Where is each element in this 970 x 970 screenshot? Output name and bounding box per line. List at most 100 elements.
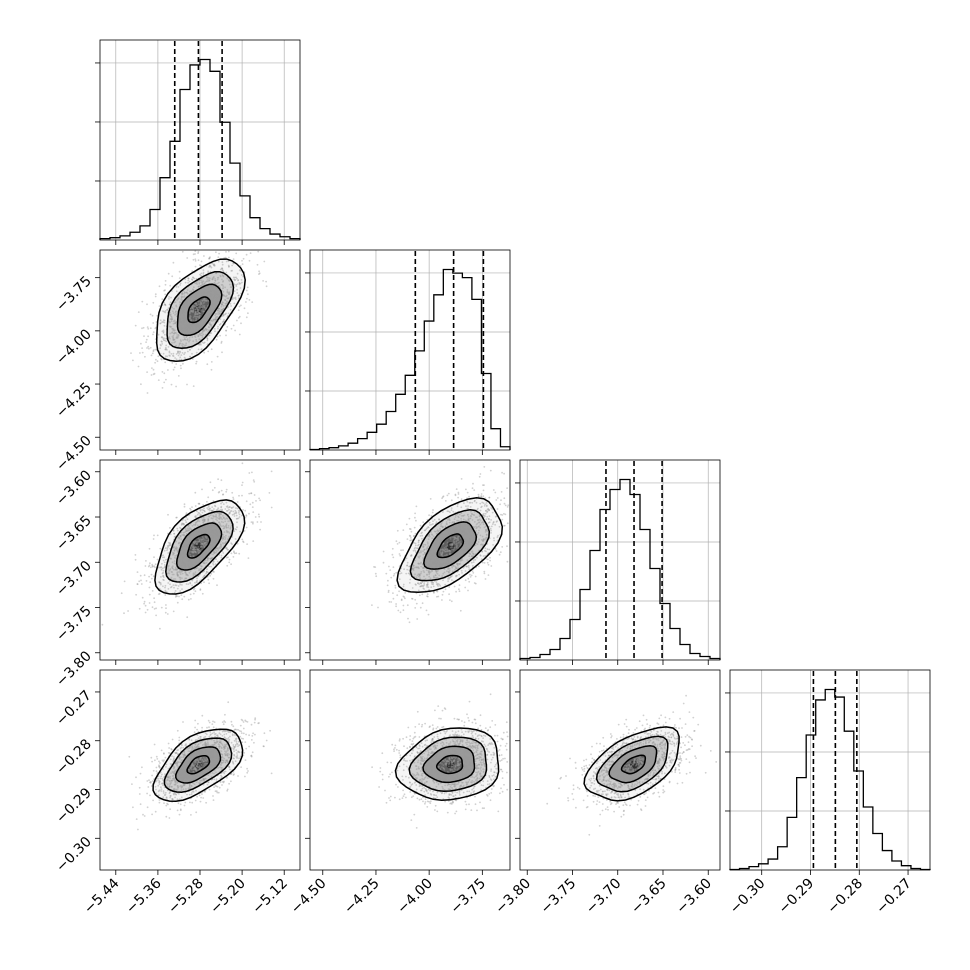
- sample-point: [186, 257, 189, 259]
- sample-point: [242, 257, 245, 260]
- sample-point: [198, 294, 201, 297]
- sample-point: [179, 282, 182, 285]
- sample-point: [198, 315, 201, 318]
- sample-point: [198, 530, 201, 533]
- sample-point: [225, 547, 228, 550]
- sample-point: [223, 295, 226, 297]
- sample-point: [190, 562, 192, 565]
- sample-point: [179, 590, 182, 592]
- sample-point: [423, 582, 426, 585]
- sample-point: [236, 542, 239, 545]
- sample-point: [180, 756, 183, 759]
- sample-point: [190, 509, 192, 511]
- sample-point: [465, 542, 467, 545]
- sample-point: [167, 346, 170, 348]
- sample-point: [428, 570, 431, 573]
- sample-point: [200, 565, 203, 568]
- sample-point: [233, 302, 236, 305]
- sample-point: [410, 530, 413, 533]
- sample-point: [216, 293, 219, 296]
- sample-point: [226, 776, 228, 779]
- sample-point: [175, 313, 178, 315]
- sample-point: [176, 595, 179, 598]
- sample-point: [446, 494, 449, 497]
- sample-point: [200, 272, 203, 275]
- sample-point: [450, 561, 453, 564]
- sample-point: [170, 320, 173, 323]
- sample-point: [172, 329, 175, 332]
- sample-point: [212, 289, 215, 292]
- sample-point: [187, 563, 189, 566]
- sample-point: [162, 569, 165, 572]
- sample-point: [192, 286, 195, 289]
- sample-point: [179, 351, 182, 354]
- sample-point: [182, 302, 185, 305]
- sample-point: [217, 766, 220, 769]
- sample-point: [212, 509, 214, 512]
- sample-point: [442, 590, 445, 593]
- sample-point: [190, 534, 193, 536]
- sample-point: [406, 564, 409, 567]
- sample-point: [182, 345, 184, 348]
- sample-point: [200, 310, 203, 313]
- sample-point: [434, 569, 437, 572]
- sample-point: [205, 539, 208, 542]
- sample-point: [182, 523, 185, 525]
- sample-point: [253, 480, 256, 483]
- sample-point: [159, 347, 162, 350]
- sample-point: [172, 334, 175, 337]
- sample-point: [202, 317, 205, 320]
- sample-point: [194, 561, 197, 563]
- sample-point: [201, 528, 204, 531]
- sample-point: [206, 547, 209, 550]
- sample-point: [220, 750, 223, 753]
- sample-point: [213, 743, 216, 746]
- sample-point: [456, 525, 459, 528]
- sample-point: [147, 786, 150, 788]
- sample-point: [258, 515, 261, 518]
- sample-point: [203, 298, 206, 301]
- sample-point: [211, 320, 214, 323]
- sample-point: [411, 587, 414, 589]
- sample-point: [192, 311, 194, 314]
- sample-point: [221, 267, 224, 270]
- sample-point: [241, 494, 243, 497]
- sample-point: [160, 336, 163, 339]
- sample-point: [221, 321, 224, 324]
- sample-point: [174, 311, 177, 314]
- sample-point: [171, 318, 174, 321]
- sample-point: [203, 551, 206, 554]
- sample-point: [138, 793, 141, 795]
- sample-point: [161, 321, 163, 323]
- sample-point: [477, 507, 479, 510]
- sample-point: [194, 319, 197, 322]
- sample-point: [217, 547, 220, 550]
- sample-point: [186, 301, 189, 304]
- sample-point: [174, 332, 176, 334]
- sample-point: [199, 325, 201, 328]
- sample-point: [439, 529, 442, 531]
- sample-point: [216, 294, 219, 296]
- sample-point: [448, 521, 451, 524]
- sample-point: [430, 552, 432, 555]
- sample-point: [179, 314, 181, 316]
- sample-point: [208, 291, 211, 294]
- sample-point: [230, 305, 233, 307]
- sample-point: [168, 325, 171, 328]
- sample-point: [159, 343, 162, 346]
- sample-point: [187, 574, 189, 577]
- sample-point: [203, 562, 206, 565]
- sample-point: [189, 296, 192, 299]
- sample-point: [183, 544, 186, 547]
- sample-point: [194, 515, 197, 518]
- sample-point: [196, 581, 198, 584]
- sample-point: [482, 543, 484, 546]
- sample-point: [177, 542, 180, 545]
- sample-point: [233, 290, 236, 292]
- sample-point: [218, 514, 221, 516]
- sample-point: [130, 352, 132, 354]
- sample-point: [197, 548, 200, 551]
- sample-point: [174, 321, 177, 324]
- sample-point: [250, 492, 252, 495]
- sample-point: [211, 525, 214, 527]
